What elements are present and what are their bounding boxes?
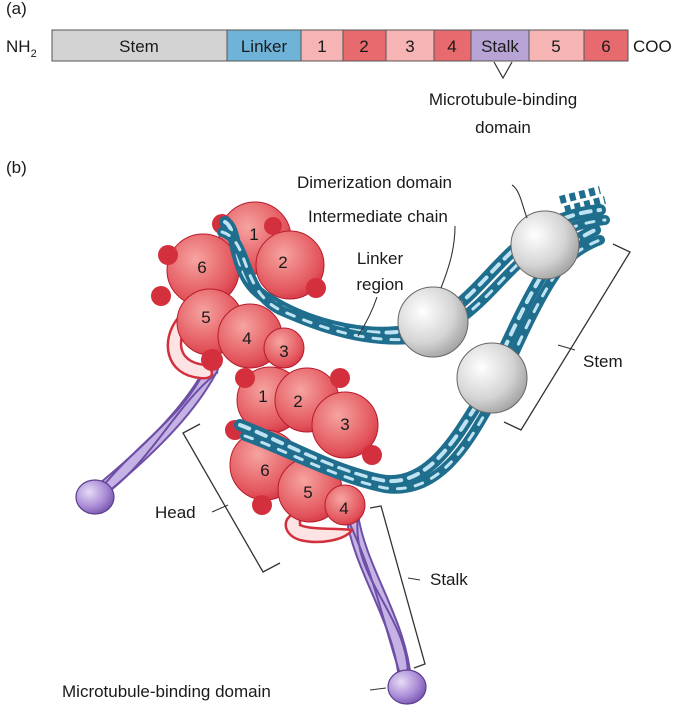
segment-aaa-1-label: 1 <box>317 37 326 56</box>
domain-bar-labels: Stem Linker 1 2 3 4 Stalk 5 6 <box>119 37 611 56</box>
segment-aaa-2-label: 2 <box>359 37 368 56</box>
head1-domain-3: 3 <box>279 342 288 361</box>
segment-linker <box>226 29 302 62</box>
head2-domain-3: 3 <box>340 415 349 434</box>
head2-domain-5: 5 <box>303 483 312 502</box>
head-label: Head <box>155 503 196 522</box>
segment-stalk <box>470 29 530 62</box>
stem-bracket <box>503 243 631 431</box>
c-terminus-label: COO <box>633 37 672 56</box>
stem-label: Stem <box>583 352 623 371</box>
stalk-label: Stalk <box>430 570 468 589</box>
intermediate-chain-sphere-3 <box>456 342 528 414</box>
panel-b-label: (b) <box>6 158 27 177</box>
stalk-bracket <box>369 505 426 669</box>
mt-binding-callout-line1: Microtubule-binding <box>429 90 577 109</box>
head1-domain-5: 5 <box>201 308 210 327</box>
stalk-callout-arrow <box>493 61 513 80</box>
segment-stalk-label: Stalk <box>481 37 519 56</box>
linker-region-label-line1: Linker <box>357 249 404 268</box>
mt-binding-domain-label: Microtubule-binding domain <box>62 682 271 701</box>
head-lower-numbers: 1 2 3 4 5 6 <box>258 387 349 518</box>
strut-lower <box>284 510 355 544</box>
segment-aaa-5 <box>528 29 585 62</box>
domain-bar <box>51 29 629 62</box>
segment-stem <box>51 29 228 62</box>
stalk-upper <box>88 361 219 502</box>
head2-domain-1: 1 <box>258 387 267 406</box>
intermediate-chain-sphere-1 <box>397 286 469 358</box>
panel-a-label: (a) <box>6 0 27 18</box>
head2-domain-6: 6 <box>260 461 269 480</box>
n-terminus-subscript: 2 <box>31 48 37 60</box>
mt-binding-domain-lower <box>387 669 427 705</box>
intermediate-chain-label: Intermediate chain <box>308 207 448 226</box>
panel-b-labels: Dimerization domain Intermediate chain L… <box>62 173 623 701</box>
head1-domain-6: 6 <box>197 258 206 277</box>
leader-lines <box>211 184 576 691</box>
segment-aaa-6 <box>583 29 629 62</box>
n-terminus-text: NH <box>6 37 31 56</box>
head1-domain-4: 4 <box>242 329 251 348</box>
segment-aaa-3-label: 3 <box>405 37 414 56</box>
stalk-lower <box>345 508 412 687</box>
segment-aaa-6-label: 6 <box>601 37 610 56</box>
segment-aaa-4-label: 4 <box>447 37 456 56</box>
head-bracket <box>182 423 281 573</box>
n-terminus-label: NH2 <box>6 37 37 60</box>
head1-domain-1: 1 <box>249 225 258 244</box>
head2-domain-4: 4 <box>339 499 348 518</box>
head-upper-numbers: 1 2 3 4 5 6 <box>197 225 288 361</box>
segment-aaa-3 <box>385 29 435 62</box>
intermediate-chain-sphere-2 <box>510 210 580 280</box>
mt-binding-callout-line2: domain <box>475 118 531 137</box>
head-lower <box>225 366 382 526</box>
segment-aaa-5-label: 5 <box>551 37 560 56</box>
segment-aaa-4 <box>433 29 472 62</box>
segment-linker-label: Linker <box>241 37 288 56</box>
segment-stem-label: Stem <box>119 37 159 56</box>
chain-tail <box>559 186 606 214</box>
segment-aaa-1 <box>300 29 344 62</box>
head1-domain-2: 2 <box>278 253 287 272</box>
dimerization-domain-label: Dimerization domain <box>297 173 452 192</box>
linker-region-label-line2: region <box>356 275 403 294</box>
head2-domain-2: 2 <box>293 392 302 411</box>
mt-binding-domain-upper <box>75 479 115 515</box>
